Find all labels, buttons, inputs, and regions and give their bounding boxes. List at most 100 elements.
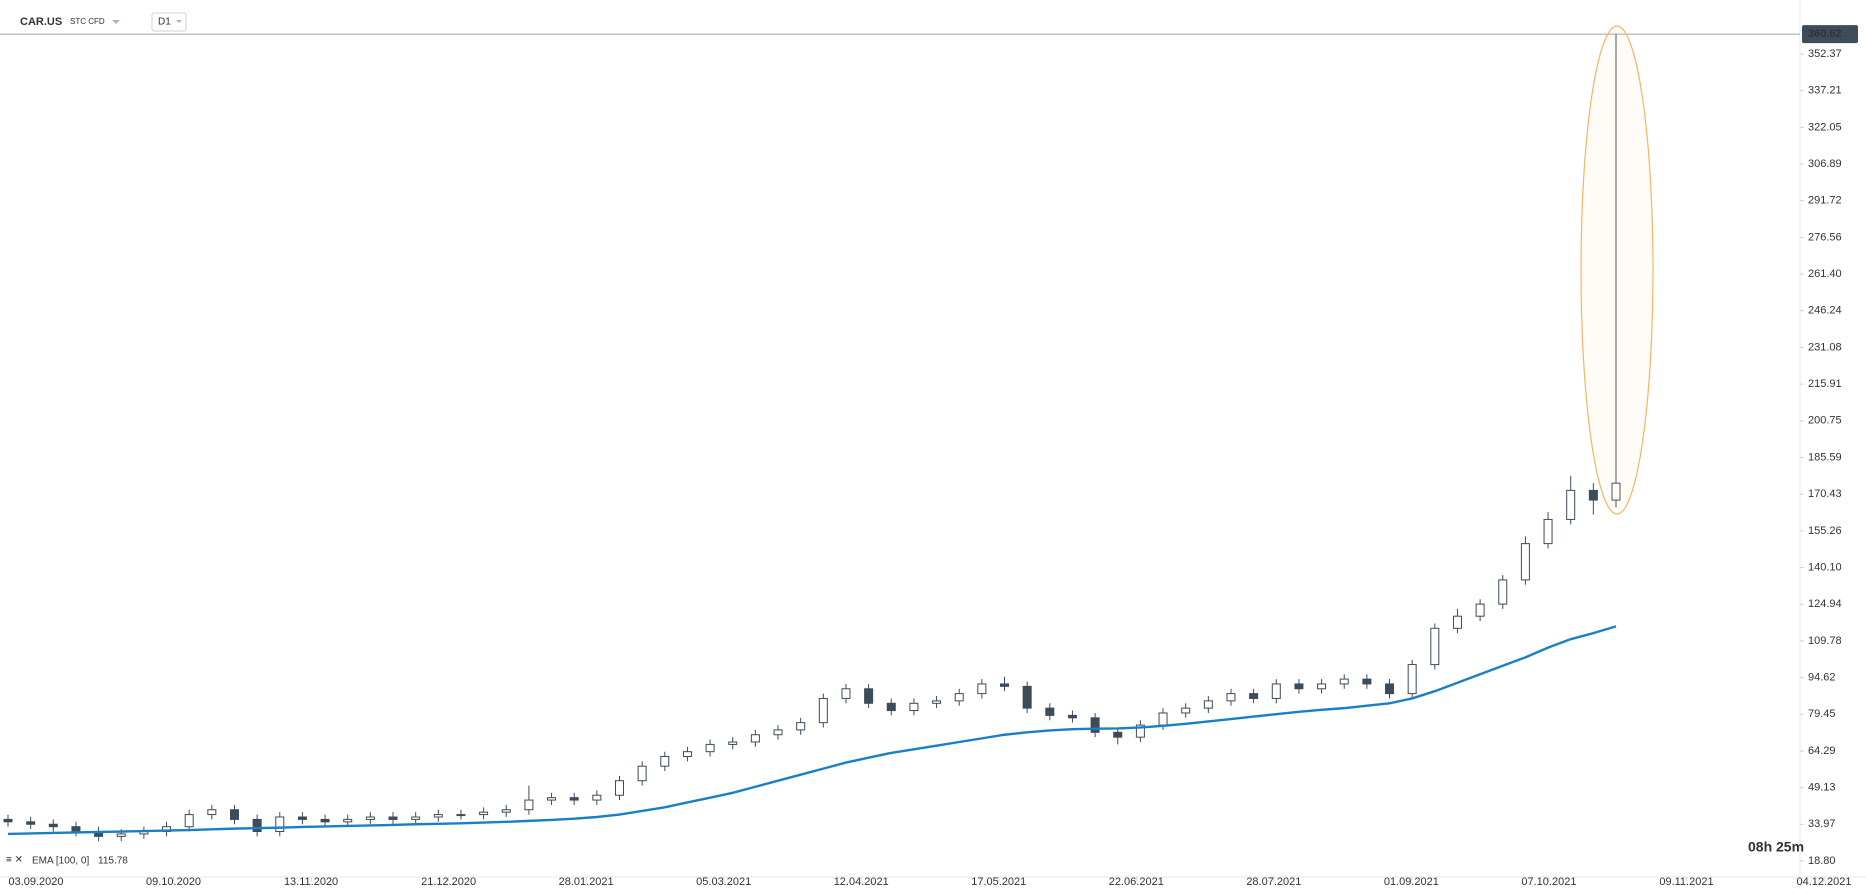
x-tick-label: 17.05.2021 xyxy=(971,876,1026,888)
y-tick-label: 124.94 xyxy=(1808,598,1842,610)
candle-body xyxy=(682,751,692,758)
x-tick-label: 28.07.2021 xyxy=(1246,876,1301,888)
interval-selector[interactable] xyxy=(151,12,187,32)
y-tick-label: 94.62 xyxy=(1808,672,1836,684)
candle-body xyxy=(365,816,375,820)
legend-icons[interactable]: ≡ ✕ xyxy=(6,855,23,866)
candle-body xyxy=(48,823,58,828)
y-tick-label: 246.24 xyxy=(1808,305,1842,317)
candle-body xyxy=(388,816,398,820)
y-tick-label: 79.45 xyxy=(1808,708,1836,720)
candle-body xyxy=(1090,717,1100,733)
last-price-tag xyxy=(1802,25,1858,44)
y-tick-label: 291.72 xyxy=(1808,195,1842,207)
y-tick-label: 170.43 xyxy=(1808,488,1842,500)
y-tick-label: 276.56 xyxy=(1808,231,1842,243)
x-tick-label: 04.12.2021 xyxy=(1796,876,1851,888)
dropdown-arrow[interactable] xyxy=(176,20,182,23)
candle-body xyxy=(71,826,81,833)
candle-body xyxy=(977,683,987,695)
candle-body xyxy=(886,702,896,712)
y-tick-label: 231.08 xyxy=(1808,341,1842,353)
x-tick-label: 01.09.2021 xyxy=(1384,876,1439,888)
candle-body xyxy=(297,816,307,820)
ema-line xyxy=(7,625,1617,836)
candle-body xyxy=(547,797,557,801)
candle-body xyxy=(728,741,738,745)
candle-body xyxy=(524,799,534,811)
y-tick-label: 215.91 xyxy=(1808,378,1842,390)
candle-body xyxy=(3,818,13,823)
x-tick-label: 22.06.2021 xyxy=(1109,876,1164,888)
candle-body xyxy=(1498,579,1508,605)
y-tick-label: 109.78 xyxy=(1808,635,1842,647)
candle-body xyxy=(569,797,579,801)
y-tick-label: 185.59 xyxy=(1808,451,1842,463)
candle-body xyxy=(1520,543,1530,581)
y-tick-label: 261.40 xyxy=(1808,268,1842,280)
candle-body xyxy=(252,818,262,833)
candle-body xyxy=(1271,683,1281,699)
candle-body xyxy=(864,688,874,704)
symbol: CAR.US xyxy=(20,16,62,28)
candle-body xyxy=(1317,683,1327,690)
candle-body xyxy=(796,722,806,731)
y-tick-label: 33.97 xyxy=(1808,818,1836,830)
candle-body xyxy=(660,756,670,767)
candles xyxy=(3,34,1621,842)
candle-body xyxy=(1588,489,1598,501)
candle-body xyxy=(1294,683,1304,690)
x-tick-label: 12.04.2021 xyxy=(834,876,889,888)
candle-body xyxy=(592,794,602,801)
candle-body xyxy=(614,780,624,796)
candle-body xyxy=(26,821,36,825)
candle-body xyxy=(705,743,715,753)
interval: D1 xyxy=(158,17,171,28)
x-tick-label: 05.03.2021 xyxy=(696,876,751,888)
candle-body xyxy=(1181,707,1191,714)
x-tick-label: 13.11.2020 xyxy=(284,876,338,888)
x-tick-label: 09.11.2021 xyxy=(1659,876,1713,888)
legend-name: EMA [100, 0] xyxy=(32,856,89,867)
candle-body xyxy=(1407,664,1417,695)
x-tick-label: 03.09.2020 xyxy=(8,876,63,888)
candle-body xyxy=(184,814,194,828)
candle-body xyxy=(501,809,511,813)
candle-body xyxy=(1158,712,1168,726)
candle-body xyxy=(1113,731,1123,738)
candle-body xyxy=(773,729,783,736)
candle-body xyxy=(320,818,330,823)
y-tick-label: 140.10 xyxy=(1808,561,1842,573)
y-tick-label: 18.80 xyxy=(1808,855,1836,867)
candle-body xyxy=(750,734,760,743)
y-tick-label: 155.26 xyxy=(1808,525,1842,537)
candle-body xyxy=(207,809,217,816)
instrument-type: STC CFD xyxy=(70,17,105,26)
candle-body xyxy=(1022,685,1032,709)
x-tick-label: 28.01.2021 xyxy=(559,876,614,888)
candle-body xyxy=(1249,693,1259,699)
candle-body xyxy=(1611,482,1621,501)
x-tick-label: 09.10.2020 xyxy=(146,876,201,888)
candle-body xyxy=(456,814,466,817)
candle-body xyxy=(343,818,353,823)
highlight-ellipse xyxy=(1580,25,1654,515)
candle-body xyxy=(1452,615,1462,629)
candle-body xyxy=(1385,683,1395,695)
y-tick-label: 322.05 xyxy=(1808,121,1842,133)
legend-value: 115.78 xyxy=(98,856,128,867)
candle-body xyxy=(275,816,285,833)
candle-body xyxy=(116,833,126,837)
y-tick-label: 200.75 xyxy=(1808,415,1842,427)
y-tick-label: 49.13 xyxy=(1808,782,1836,794)
candle-body xyxy=(1045,707,1055,716)
candle-body xyxy=(479,811,489,816)
candle-body xyxy=(954,693,964,702)
dropdown-arrow[interactable] xyxy=(112,20,120,24)
y-tick-label: 337.21 xyxy=(1808,85,1842,97)
candle-body xyxy=(411,816,421,820)
candle-body xyxy=(818,697,828,724)
y-tick-label: 306.89 xyxy=(1808,158,1842,170)
candle-body xyxy=(909,702,919,712)
